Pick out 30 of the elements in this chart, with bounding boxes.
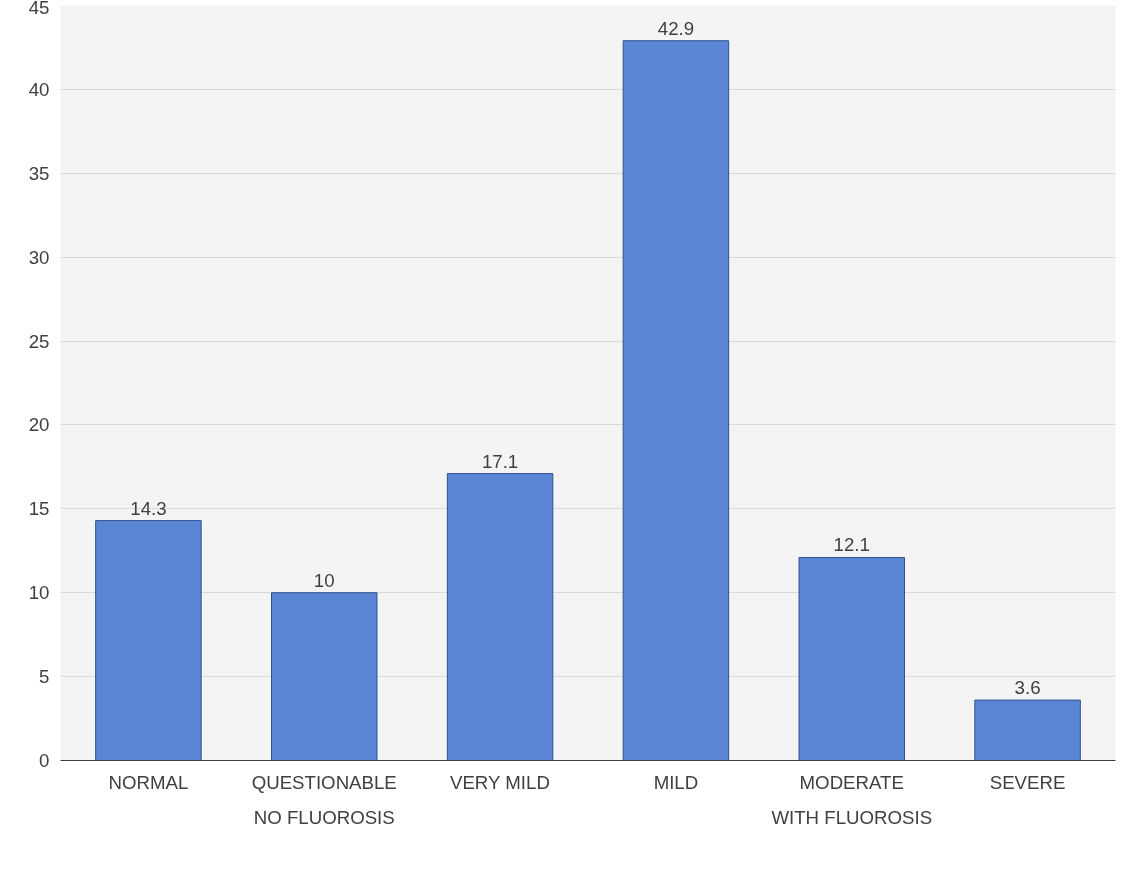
y-tick-label: 0 xyxy=(39,750,50,771)
bar xyxy=(622,40,730,761)
bar xyxy=(446,473,554,761)
y-tick-label: 20 xyxy=(28,414,50,436)
y-tick-label: 10 xyxy=(28,582,50,604)
data-label: 10 xyxy=(313,569,335,591)
x-tick-label: VERY MILD xyxy=(449,771,550,793)
text: WITH FLUOROSIS xyxy=(771,806,933,828)
x-tick-label: SEVERE xyxy=(989,771,1066,793)
y-tick-label: 35 xyxy=(28,162,50,184)
x-tick-label: QUESTIONABLE xyxy=(251,771,397,793)
y-tick-label: 45 xyxy=(28,0,50,18)
x-tick-label: NORMAL xyxy=(108,771,189,793)
bar xyxy=(974,699,1081,761)
x-tick-label: MODERATE xyxy=(799,771,904,793)
data-label: 12.1 xyxy=(833,534,870,556)
data-label: 17.1 xyxy=(481,450,519,472)
y-tick-label: 25 xyxy=(28,330,50,352)
text: NO FLUOROSIS xyxy=(253,806,395,828)
bar xyxy=(798,556,905,761)
data-label: 3.6 xyxy=(1014,677,1041,699)
data-label: 42.9 xyxy=(657,17,695,39)
bar xyxy=(271,592,378,761)
y-tick-label: 15 xyxy=(28,498,50,520)
x-tick-label: MILD xyxy=(653,771,699,793)
y-tick-label: 40 xyxy=(28,78,50,100)
y-tick-label: 5 xyxy=(39,666,50,688)
data-label: 14.3 xyxy=(130,497,167,519)
bar xyxy=(95,520,202,761)
y-tick-label: 30 xyxy=(28,246,50,268)
